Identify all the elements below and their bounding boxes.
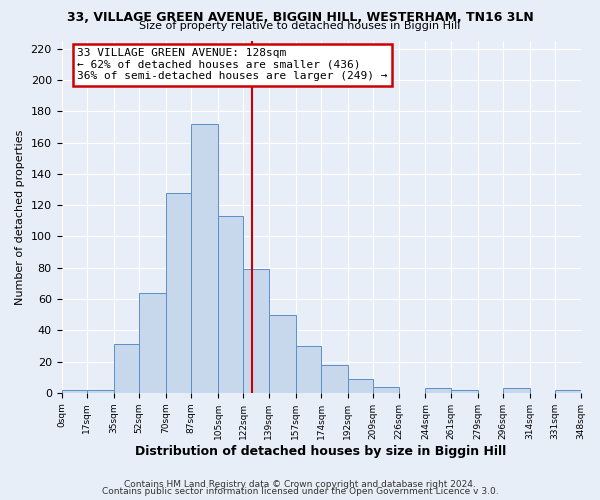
Text: Contains public sector information licensed under the Open Government Licence v : Contains public sector information licen… xyxy=(101,487,499,496)
Bar xyxy=(503,388,530,393)
Text: Contains HM Land Registry data © Crown copyright and database right 2024.: Contains HM Land Registry data © Crown c… xyxy=(124,480,476,489)
Bar xyxy=(451,390,478,393)
Bar xyxy=(269,314,296,393)
Bar xyxy=(166,192,191,393)
Text: 33, VILLAGE GREEN AVENUE, BIGGIN HILL, WESTERHAM, TN16 3LN: 33, VILLAGE GREEN AVENUE, BIGGIN HILL, W… xyxy=(67,11,533,24)
X-axis label: Distribution of detached houses by size in Biggin Hill: Distribution of detached houses by size … xyxy=(136,444,506,458)
Text: 33 VILLAGE GREEN AVENUE: 128sqm
← 62% of detached houses are smaller (436)
36% o: 33 VILLAGE GREEN AVENUE: 128sqm ← 62% of… xyxy=(77,48,388,81)
Bar xyxy=(87,390,114,393)
Bar xyxy=(321,364,348,393)
Y-axis label: Number of detached properties: Number of detached properties xyxy=(15,129,25,304)
Bar xyxy=(218,216,244,393)
Bar xyxy=(244,270,269,393)
Bar xyxy=(296,346,321,393)
Bar xyxy=(348,379,373,393)
Bar xyxy=(114,344,139,393)
Bar xyxy=(191,124,218,393)
Bar xyxy=(425,388,451,393)
Bar xyxy=(555,390,581,393)
Bar xyxy=(373,386,398,393)
Bar xyxy=(62,390,87,393)
Text: Size of property relative to detached houses in Biggin Hill: Size of property relative to detached ho… xyxy=(139,21,461,31)
Bar xyxy=(139,293,166,393)
